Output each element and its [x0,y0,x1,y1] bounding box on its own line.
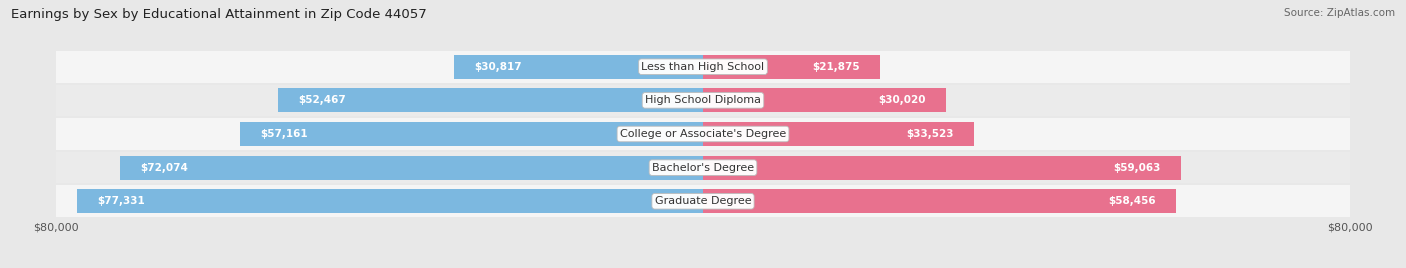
Text: $30,020: $30,020 [879,95,925,105]
Bar [703,189,1175,213]
Bar [77,189,703,213]
Text: $59,063: $59,063 [1114,163,1161,173]
Bar [703,122,974,146]
Bar [278,88,703,113]
Text: Graduate Degree: Graduate Degree [655,196,751,206]
Text: Earnings by Sex by Educational Attainment in Zip Code 44057: Earnings by Sex by Educational Attainmen… [11,8,427,21]
Bar [56,85,1350,116]
Bar [703,155,1181,180]
Bar [56,51,1350,83]
Bar [240,122,703,146]
Text: $21,875: $21,875 [813,62,860,72]
Text: Bachelor's Degree: Bachelor's Degree [652,163,754,173]
Bar [56,152,1350,183]
Text: Source: ZipAtlas.com: Source: ZipAtlas.com [1284,8,1395,18]
Text: $58,456: $58,456 [1108,196,1156,206]
Bar [703,88,946,113]
Bar [454,55,703,79]
Text: College or Associate's Degree: College or Associate's Degree [620,129,786,139]
Text: High School Diploma: High School Diploma [645,95,761,105]
Text: $30,817: $30,817 [474,62,522,72]
Text: Less than High School: Less than High School [641,62,765,72]
Bar [56,118,1350,150]
Text: $52,467: $52,467 [298,95,346,105]
Bar [703,55,880,79]
Bar [120,155,703,180]
Text: $72,074: $72,074 [141,163,188,173]
Bar [56,185,1350,217]
Text: $77,331: $77,331 [97,196,145,206]
Text: $33,523: $33,523 [907,129,955,139]
Text: $57,161: $57,161 [260,129,308,139]
